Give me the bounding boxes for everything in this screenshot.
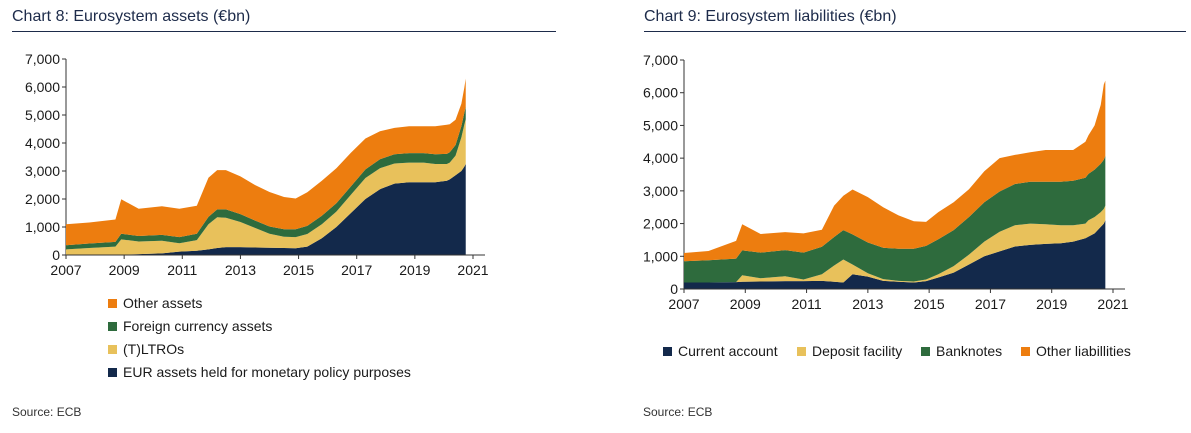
chart-8-y-tick-label: 5,000 [25, 107, 60, 123]
chart-9-legend-label: Banknotes [936, 343, 1003, 359]
chart-8-legend-item-foreign-currency-assets: Foreign currency assets [108, 318, 272, 334]
chart-8-legend-item-eur-assets-held-for-monetary-policy-purposes: EUR assets held for monetary policy purp… [108, 364, 411, 380]
chart-8-x-tick-label: 2019 [399, 262, 430, 278]
chart-9-title: Chart 9: Eurosystem liabilities (€bn) [644, 8, 897, 25]
chart-8-y-tick-label: 6,000 [25, 79, 60, 95]
chart-9-legend-item-current-account: Current account [663, 343, 778, 359]
chart-9-area-deposit-facility [684, 205, 1106, 283]
chart-8-y-tick-label: 0 [52, 247, 60, 263]
chart-9-y-tick-label: 2,000 [643, 216, 678, 232]
chart-9-legend-swatch [797, 346, 806, 356]
chart-9-x-tick-label: 2019 [1036, 296, 1067, 312]
chart-8-y-tick-label: 2,000 [25, 191, 60, 207]
chart-9-y-tick-label: 6,000 [643, 85, 678, 101]
chart-8-x-tick-label: 2013 [225, 262, 256, 278]
chart-8-title: Chart 8: Eurosystem assets (€bn) [12, 8, 251, 25]
chart-9-legend-item-deposit-facility: Deposit facility [797, 343, 902, 359]
chart-8-legend-swatch [108, 367, 117, 377]
chart-8-legend-label: Other assets [123, 295, 203, 311]
chart-8-y-tick-label: 4,000 [25, 135, 60, 151]
chart-9-y-tick-label: 0 [670, 281, 678, 297]
chart-9-x-tick-label: 2015 [914, 296, 945, 312]
chart-8-legend-label: EUR assets held for monetary policy purp… [123, 364, 411, 380]
chart-9-y-tick-label: 7,000 [643, 52, 678, 68]
chart-8-x-tick-label: 2009 [109, 262, 140, 278]
chart-8-y-tick-label: 1,000 [25, 219, 60, 235]
chart-9-x-tick-label: 2017 [975, 296, 1006, 312]
chart-9-source: Source: ECB [643, 405, 713, 419]
chart-9-plot: 0 1,000 2,000 3,000 4,000 5,000 6,000 7,000 2007… [643, 52, 1129, 312]
chart-8-panel: Chart 8: Eurosystem assets (€bn) 0 1,000 2… [0, 0, 560, 433]
chart-9-legend-swatch [663, 346, 672, 356]
chart-8-legend-swatch [108, 321, 117, 331]
chart-9-legend-swatch [921, 346, 930, 356]
chart-8-plot: 0 1,000 2,000 3,000 4,000 5,000 6,000 7,000 2007… [25, 51, 489, 278]
chart-8-legend-item-t-ltros: (T)LTROs [108, 341, 184, 357]
chart-8-x-tick-label: 2011 [167, 262, 197, 278]
chart-8-x-tick-label: 2021 [457, 262, 488, 278]
chart-9-legend-item-banknotes: Banknotes [921, 343, 1002, 359]
chart-8-legend-swatch [108, 298, 117, 308]
chart-8-legend-item-other-assets: Other assets [108, 295, 202, 311]
chart-8-legend-label: Foreign currency assets [123, 318, 273, 334]
chart-9-legend-label: Current account [678, 343, 778, 359]
chart-9-area-other-liabillities [684, 80, 1106, 262]
chart-8-area-other-assets [66, 78, 466, 246]
chart-9-x-tick-label: 2009 [730, 296, 761, 312]
chart-9-legend-label: Other liabillities [1036, 343, 1131, 359]
chart-9-legend-label: Deposit facility [812, 343, 903, 359]
chart-9-panel: Chart 9: Eurosystem liabilities (€bn) 0 1… [630, 0, 1191, 433]
chart-9-y-tick-label: 4,000 [643, 150, 678, 166]
chart-8-area-eur-assets-held-for-monetary-policy-purposes [66, 164, 466, 255]
chart-9-x-tick-label: 2013 [852, 296, 883, 312]
chart-9-title-rule [644, 31, 1186, 32]
chart-8-source: Source: ECB [12, 405, 82, 419]
chart-9-x-tick-label: 2011 [792, 296, 822, 312]
chart-8-x-tick-label: 2017 [341, 262, 372, 278]
chart-9-y-tick-label: 3,000 [643, 183, 678, 199]
chart-9-area-banknotes [684, 155, 1106, 283]
chart-8-y-tick-label: 7,000 [25, 51, 60, 67]
chart-8-y-tick-label: 3,000 [25, 163, 60, 179]
chart-9-y-tick-label: 1,000 [643, 248, 678, 264]
chart-9-x-tick-label: 2007 [668, 296, 699, 312]
chart-9-x-tick-label: 2021 [1097, 296, 1128, 312]
chart-9-legend-swatch [1021, 346, 1030, 356]
chart-9-y-tick-label: 5,000 [643, 117, 678, 133]
chart-8-x-tick-label: 2007 [50, 262, 81, 278]
chart-8-legend-swatch [108, 344, 117, 354]
chart-8-legend-label: (T)LTROs [123, 341, 185, 357]
chart-8-x-tick-label: 2015 [283, 262, 314, 278]
chart-8-title-rule [12, 31, 556, 32]
chart-9-area-current-account [684, 220, 1106, 289]
chart-9-legend-item-other-liabillities: Other liabillities [1021, 343, 1131, 359]
